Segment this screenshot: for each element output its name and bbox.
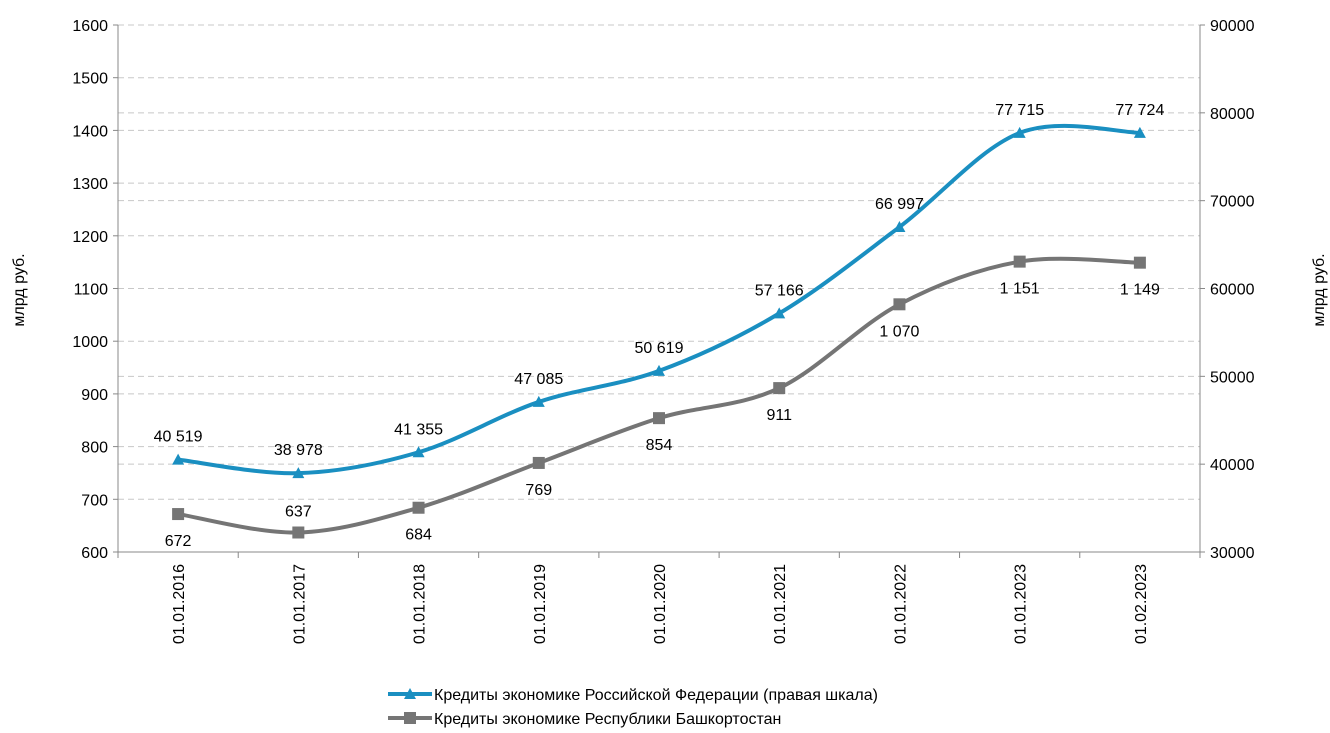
data-label-rb-8: 1 149 bbox=[1120, 282, 1160, 299]
data-label-rf-8: 77 724 bbox=[1115, 102, 1164, 119]
left-axis-ticks: 600 700 800 900 1000 1100 1200 1300 1400 1500 1600 bbox=[72, 18, 118, 562]
point-rb-6 bbox=[893, 298, 906, 311]
right-tick-label: 90000 bbox=[1210, 18, 1255, 35]
x-tick-label: 01.01.2020 bbox=[652, 564, 669, 644]
point-rb-1 bbox=[292, 526, 305, 539]
left-tick-label: 1600 bbox=[72, 18, 108, 35]
point-rf-3 bbox=[532, 395, 545, 407]
data-label-rb-2: 684 bbox=[405, 527, 432, 544]
right-tick-label: 80000 bbox=[1210, 106, 1255, 123]
legend-swatch-marker bbox=[404, 712, 416, 724]
series bbox=[172, 123, 1146, 539]
data-label-rb-7: 1 151 bbox=[1000, 281, 1040, 298]
left-tick-label: 1200 bbox=[72, 229, 108, 246]
right-axis-ticks: 30000 40000 50000 60000 70000 80000 90000 bbox=[1200, 18, 1255, 562]
point-rf-1 bbox=[292, 467, 305, 479]
point-rf-2 bbox=[412, 446, 425, 458]
left-tick-label: 900 bbox=[81, 387, 108, 404]
legend-swatch-marker bbox=[404, 688, 416, 699]
point-rb-5 bbox=[773, 382, 786, 395]
data-label-rb-0: 672 bbox=[165, 533, 192, 550]
series-line-rb bbox=[177, 256, 1140, 535]
legend-label: Кредиты экономике Республики Башкортоста… bbox=[434, 711, 781, 728]
left-tick-label: 700 bbox=[81, 492, 108, 509]
right-tick-label: 70000 bbox=[1210, 194, 1255, 211]
left-tick-label: 1400 bbox=[72, 123, 108, 140]
left-tick-label: 1300 bbox=[72, 176, 108, 193]
point-rf-4 bbox=[653, 364, 665, 376]
x-tick-label: 01.02.2023 bbox=[1133, 564, 1150, 644]
data-label-rb-6: 1 070 bbox=[879, 323, 919, 340]
point-rb-2 bbox=[412, 501, 425, 514]
left-tick-label: 800 bbox=[81, 440, 108, 457]
data-label-rb-4: 854 bbox=[646, 437, 673, 454]
data-label-rf-0: 40 519 bbox=[154, 429, 203, 446]
legend-label: Кредиты экономике Российской Федерации (… bbox=[434, 687, 878, 704]
point-rf-0 bbox=[172, 453, 185, 465]
x-tick-label: 01.01.2017 bbox=[291, 564, 308, 644]
point-rb-4 bbox=[653, 412, 665, 425]
point-rf-5 bbox=[773, 307, 786, 319]
x-tick-label: 01.01.2023 bbox=[1013, 564, 1030, 644]
left-tick-label: 1500 bbox=[72, 71, 108, 88]
point-rf-6 bbox=[893, 221, 906, 233]
data-label-rf-3: 47 085 bbox=[514, 371, 563, 388]
data-label-rf-5: 57 166 bbox=[755, 282, 804, 299]
point-rb-7 bbox=[1013, 255, 1026, 268]
data-label-rb-5: 911 bbox=[766, 407, 792, 424]
data-label-rf-4: 50 619 bbox=[635, 340, 684, 357]
legend: Кредиты экономике Российской Федерации (… bbox=[388, 687, 878, 728]
gridlines bbox=[118, 24, 1200, 500]
point-rb-8 bbox=[1133, 256, 1146, 269]
right-tick-label: 40000 bbox=[1210, 457, 1255, 474]
right-tick-label: 50000 bbox=[1210, 369, 1255, 386]
left-tick-label: 1100 bbox=[74, 282, 109, 299]
data-label-rf-2: 41 355 bbox=[394, 421, 443, 438]
right-tick-label: 30000 bbox=[1210, 545, 1255, 562]
data-label-rb-3: 769 bbox=[525, 482, 552, 499]
x-tick-label: 01.01.2021 bbox=[772, 564, 789, 644]
left-tick-label: 600 bbox=[81, 545, 108, 562]
point-rb-3 bbox=[532, 456, 545, 469]
point-rf-8 bbox=[1133, 126, 1146, 138]
x-tick-label: 01.01.2022 bbox=[892, 564, 909, 644]
y-axis-title: млрд руб. bbox=[11, 253, 28, 326]
x-axis-ticks: 01.01.2016 01.01.2017 01.01.2018 01.01.2019… bbox=[117, 552, 1201, 644]
right-tick-label: 60000 bbox=[1210, 282, 1255, 299]
x-tick-label: 01.01.2019 bbox=[532, 564, 549, 644]
y2-axis-title: млрд руб. bbox=[1311, 253, 1328, 326]
x-tick-label: 01.01.2016 bbox=[171, 564, 188, 644]
data-label-rf-1: 38 978 bbox=[274, 442, 323, 459]
x-tick-label: 01.01.2018 bbox=[412, 564, 429, 644]
data-label-rf-7: 77 715 bbox=[995, 102, 1044, 119]
point-rf-7 bbox=[1013, 126, 1026, 138]
point-rb-0 bbox=[172, 508, 185, 521]
data-label-rb-1: 637 bbox=[285, 504, 312, 521]
data-labels: 40 519 38 978 41 355 47 085 50 619 57 166 66 9… bbox=[154, 102, 1165, 550]
data-label-rf-6: 66 997 bbox=[875, 196, 924, 213]
left-tick-label: 1000 bbox=[72, 334, 108, 351]
